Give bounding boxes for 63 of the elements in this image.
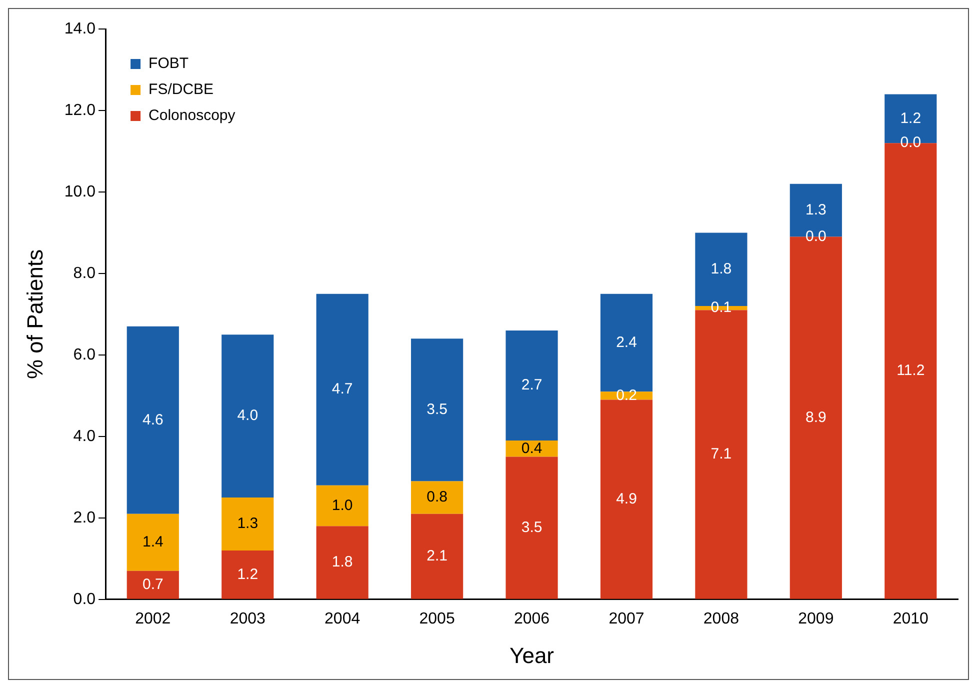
data-label: 0.8: [426, 488, 448, 506]
bar: [126, 570, 179, 599]
legend-label: FS/DCBE: [148, 81, 214, 98]
bar: [506, 456, 558, 599]
data-label: 4.7: [332, 380, 353, 398]
bar: [506, 440, 558, 457]
data-label: 0.2: [616, 386, 637, 404]
bar: [222, 334, 274, 498]
y-axis-title: % of Patients: [22, 249, 48, 380]
data-label: 4.0: [237, 407, 258, 424]
x-tick-label: 2006: [514, 610, 550, 628]
x-tick-label: 2009: [798, 610, 834, 628]
x-tick-label: 2007: [608, 610, 644, 628]
data-label: 1.8: [710, 260, 732, 278]
x-axis-title: Year: [510, 642, 554, 668]
legend-label: Colonoscopy: [148, 107, 236, 124]
data-label: 1.8: [332, 554, 353, 571]
x-tick-label: 2010: [892, 610, 929, 628]
data-label: 2.7: [521, 376, 542, 394]
data-label: 1.0: [332, 496, 353, 514]
x-tick-label: 2005: [419, 610, 455, 628]
y-tick-label: 8.0: [73, 264, 96, 282]
bar: [316, 294, 368, 486]
data-label: 1.4: [142, 534, 164, 550]
data-label: 1.3: [805, 201, 826, 218]
data-label: 1.2: [900, 110, 922, 127]
data-label: 4.6: [142, 411, 164, 428]
data-label: 11.2: [896, 362, 925, 380]
y-tick-label: 14.0: [64, 20, 96, 38]
data-label: 3.5: [426, 401, 448, 418]
y-tick-label: 4.0: [73, 428, 96, 445]
data-label: 2.1: [426, 548, 448, 565]
bar: [126, 326, 179, 514]
bar: [316, 526, 368, 599]
data-label: 0.4: [521, 440, 542, 457]
legend-label: FOBT: [148, 55, 189, 72]
data-label: 1.2: [237, 566, 258, 583]
bar: [411, 514, 464, 599]
data-label: 1.3: [237, 515, 258, 532]
data-label: 7.1: [710, 446, 732, 463]
bar: [222, 498, 274, 551]
x-tick-label: 2008: [703, 610, 740, 628]
bar: [506, 330, 558, 441]
data-label: 0.7: [142, 576, 164, 594]
data-label: 0.0: [805, 228, 826, 245]
y-tick-label: 10.0: [64, 183, 96, 200]
data-label: 2.4: [616, 334, 637, 351]
data-label: 8.9: [805, 408, 826, 426]
data-label: 4.9: [616, 490, 637, 508]
y-tick-label: 6.0: [73, 346, 96, 364]
y-tick-label: 12.0: [64, 102, 96, 119]
data-label: 3.5: [521, 518, 542, 536]
bar: [411, 481, 464, 514]
x-tick-label: 2002: [135, 610, 171, 628]
x-tick-label: 2003: [230, 610, 266, 628]
y-tick-label: 2.0: [73, 509, 96, 526]
bar: [316, 485, 368, 526]
bar: [600, 400, 653, 599]
x-tick-label: 2004: [324, 610, 360, 628]
y-tick-label: 0.0: [73, 590, 96, 608]
bar: [411, 338, 464, 482]
bar: [222, 550, 274, 599]
bar: [126, 514, 179, 571]
